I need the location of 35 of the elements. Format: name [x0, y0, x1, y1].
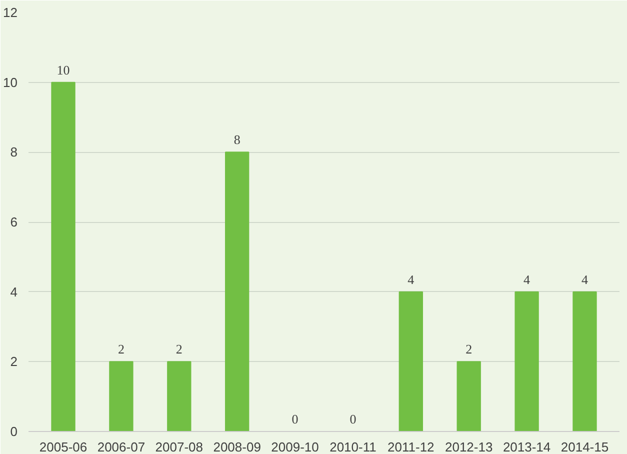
bar — [514, 291, 539, 432]
data-label: 8 — [234, 132, 240, 148]
x-tick-label: 2011-12 — [388, 440, 434, 454]
y-tick-label: 6 — [10, 214, 18, 230]
x-tick-label: 2007-08 — [155, 440, 204, 454]
x-tick-label: 2009-10 — [271, 440, 319, 454]
data-label: 4 — [524, 272, 531, 287]
bar — [572, 291, 597, 432]
bar — [167, 361, 192, 432]
x-tick-label: 2008-09 — [213, 440, 261, 454]
bar — [51, 82, 76, 432]
data-label: 2 — [118, 342, 124, 357]
y-tick-label: 4 — [10, 284, 18, 300]
data-label: 4 — [408, 272, 415, 287]
y-tick-label: 8 — [10, 144, 18, 160]
x-tick-label: 2013-14 — [502, 440, 551, 454]
y-tick-label: 2 — [10, 354, 18, 370]
x-tick-label: 2010-11 — [330, 440, 376, 454]
bar — [398, 291, 423, 432]
bar — [456, 361, 481, 432]
x-tick-label: 2005-06 — [39, 440, 88, 454]
x-tick-label: 2006-07 — [97, 440, 146, 454]
y-tick-label: 0 — [10, 424, 18, 439]
data-label: 4 — [581, 272, 588, 287]
data-label: 2 — [466, 342, 472, 357]
x-tick-label: 2012-13 — [445, 440, 493, 454]
bar — [109, 361, 134, 432]
data-label: 10 — [56, 62, 70, 78]
data-label: 0 — [350, 412, 356, 426]
y-tick-label: 10 — [3, 74, 18, 90]
data-label: 0 — [292, 412, 298, 426]
bar — [225, 152, 250, 432]
y-tick-label: 12 — [3, 5, 18, 20]
x-tick-label: 2014-15 — [560, 440, 609, 454]
data-label: 2 — [176, 342, 182, 357]
